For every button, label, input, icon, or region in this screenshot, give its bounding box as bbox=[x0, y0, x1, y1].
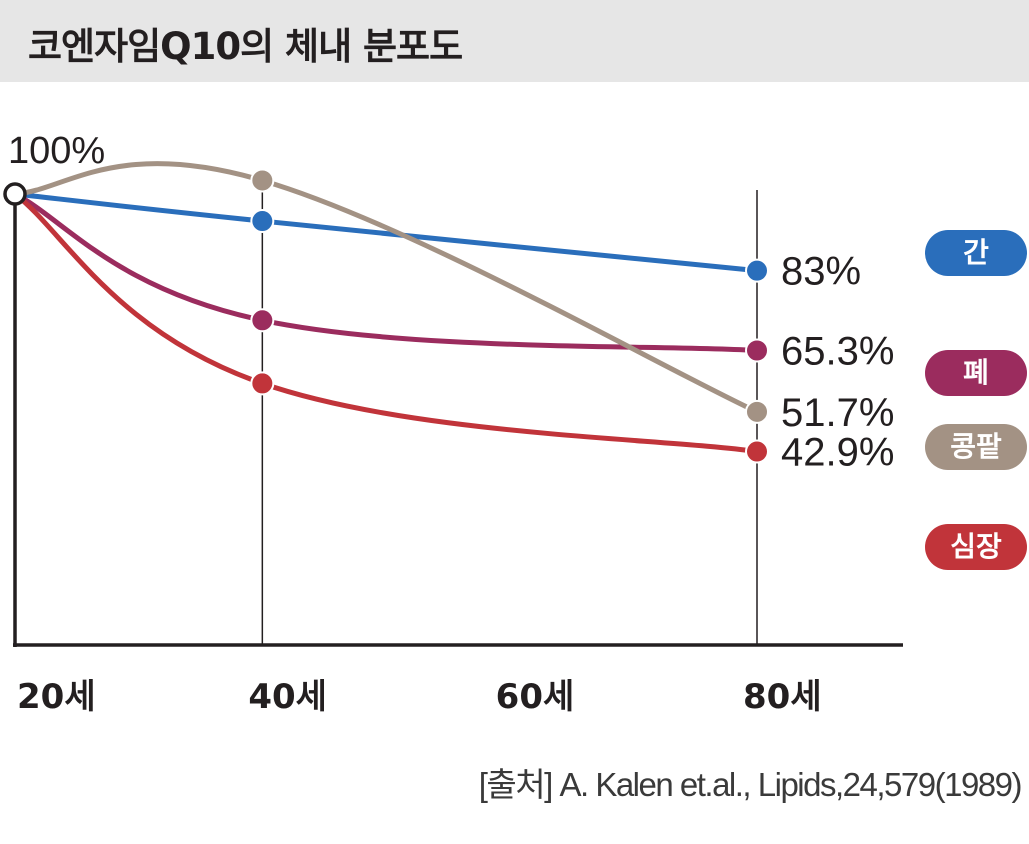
x-tick-label-80: 80세 bbox=[743, 677, 822, 717]
data-point-1-1 bbox=[250, 308, 275, 333]
series-line-1 bbox=[12, 191, 760, 353]
start-value-label: 100% bbox=[8, 130, 105, 172]
series-line-3 bbox=[12, 191, 760, 455]
legend-label-0: 간 bbox=[963, 236, 989, 269]
x-tick-label-60: 60세 bbox=[496, 677, 575, 717]
data-point-2-2 bbox=[745, 399, 769, 424]
end-value-label-3: 42.9% bbox=[781, 431, 894, 475]
legend-pill-3 bbox=[925, 524, 1027, 570]
data-point-3-1 bbox=[250, 371, 275, 396]
chart-title: 코엔자임Q10의 체내 분포도 bbox=[28, 25, 463, 68]
legend-pill-2 bbox=[925, 424, 1027, 470]
legend-pill-1 bbox=[925, 350, 1027, 396]
title-bar: 코엔자임Q10의 체내 분포도 bbox=[0, 0, 1029, 82]
x-tick-label-40: 40세 bbox=[248, 677, 327, 717]
end-value-label-2: 51.7% bbox=[781, 391, 894, 435]
data-point-2-1 bbox=[250, 168, 275, 193]
data-point-0-1 bbox=[250, 209, 275, 234]
start-point bbox=[3, 182, 27, 206]
legend-label-2: 콩팥 bbox=[950, 430, 1002, 463]
legend-pill-0 bbox=[925, 230, 1027, 276]
legend-label-1: 폐 bbox=[963, 356, 989, 389]
series-line-2 bbox=[12, 161, 760, 415]
legend-label-3: 심장 bbox=[950, 530, 1002, 563]
x-tick-label-20: 20세 bbox=[17, 677, 96, 717]
series-line-0 bbox=[12, 191, 760, 274]
end-value-label-1: 65.3% bbox=[781, 329, 894, 373]
source-citation: [출처] A. Kalen et.al., Lipids,24,579(1989… bbox=[478, 766, 1023, 803]
end-value-label-0: 83% bbox=[781, 250, 861, 294]
data-point-1-2 bbox=[745, 338, 769, 363]
data-point-3-2 bbox=[745, 439, 769, 464]
data-point-0-2 bbox=[745, 258, 769, 283]
